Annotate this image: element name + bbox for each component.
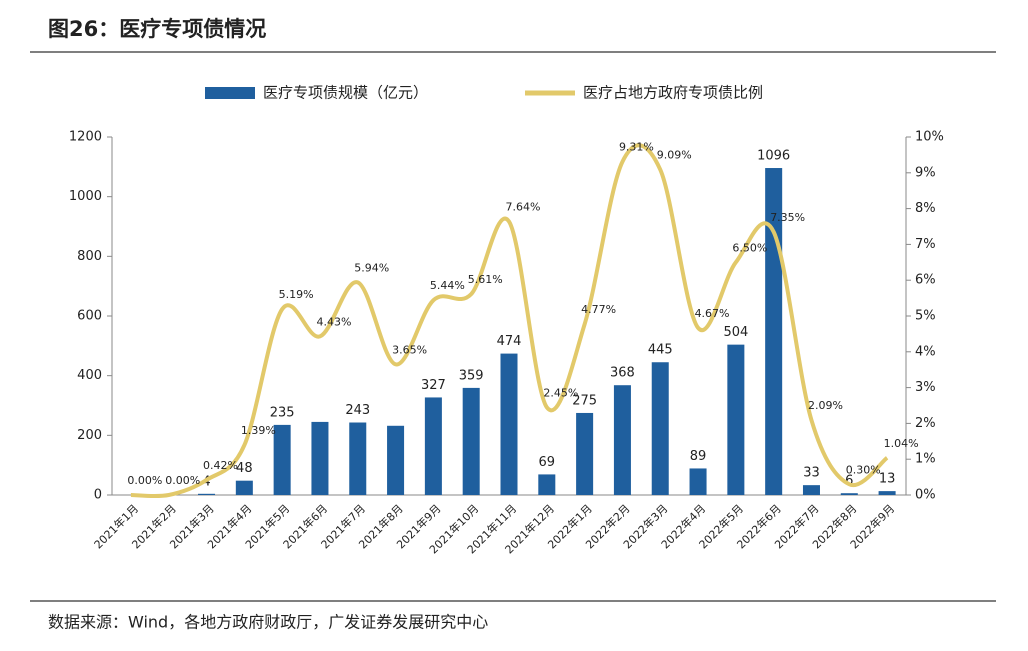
- bar-label: 1096: [757, 149, 790, 164]
- bar: [840, 493, 858, 495]
- bar: [802, 485, 820, 495]
- y2-tick-label: 8%: [915, 201, 936, 216]
- bar-label: 474: [497, 334, 522, 349]
- bar: [349, 422, 367, 495]
- bar-label: 235: [270, 405, 295, 420]
- bar-label: 359: [459, 368, 484, 383]
- bar: [198, 493, 216, 495]
- line-label: 1.39%: [241, 424, 276, 437]
- line-label: 5.94%: [354, 261, 389, 274]
- line-label: 7.35%: [770, 211, 805, 224]
- bar-label: 33: [803, 466, 820, 481]
- line-label: 3.65%: [392, 343, 427, 356]
- line-label: 5.19%: [279, 288, 314, 301]
- bar: [387, 425, 405, 495]
- y2-tick-label: 5%: [915, 309, 936, 324]
- line-label: 1.04%: [884, 437, 919, 450]
- bar-label: 243: [345, 403, 370, 418]
- bar-label: 69: [539, 455, 556, 470]
- y-tick-label: 1200: [69, 130, 102, 145]
- bar-label: 327: [421, 378, 446, 393]
- bar: [235, 480, 253, 495]
- y-tick-label: 400: [77, 368, 102, 383]
- line-label: 5.61%: [468, 273, 503, 286]
- y2-tick-label: 3%: [915, 380, 936, 395]
- bar: [273, 424, 291, 495]
- y2-tick-label: 10%: [915, 130, 944, 145]
- line-label: 0.00%: [165, 474, 200, 487]
- source: 数据来源：Wind，各地方政府财政厅，广发证券发展研究中心: [48, 613, 488, 632]
- line-label: 4.67%: [695, 307, 730, 320]
- bar-label: 504: [723, 325, 748, 340]
- legend-swatch: [205, 87, 255, 99]
- line-label: 7.64%: [506, 200, 541, 213]
- y2-tick-label: 0%: [915, 488, 936, 503]
- bar: [311, 421, 329, 495]
- y2-tick-label: 7%: [915, 237, 936, 252]
- y2-tick-label: 2%: [915, 416, 936, 431]
- y2-tick-label: 4%: [915, 344, 936, 359]
- bar: [878, 491, 896, 495]
- bar: [500, 353, 518, 495]
- line-label: 0.00%: [127, 474, 162, 487]
- bar: [538, 474, 556, 495]
- line-label: 0.30%: [846, 463, 881, 476]
- line-label: 6.50%: [732, 241, 767, 254]
- bar: [424, 397, 442, 495]
- bar-label: 6: [845, 474, 853, 489]
- line-label: 0.42%: [203, 459, 238, 472]
- line: [130, 143, 889, 499]
- bar-label: 368: [610, 366, 635, 381]
- line-label: 5.44%: [430, 279, 465, 292]
- y2-tick-label: 9%: [915, 165, 936, 180]
- y-tick-label: 200: [77, 428, 102, 443]
- y-tick-label: 600: [77, 309, 102, 324]
- y-tick-label: 1000: [69, 189, 102, 204]
- bar: [651, 362, 669, 495]
- line-label: 9.09%: [657, 149, 692, 162]
- line-label: 4.43%: [316, 315, 351, 328]
- y2-tick-label: 6%: [915, 273, 936, 288]
- bar-label: 13: [879, 472, 896, 487]
- chart-title: 图26：医疗专项债情况: [48, 17, 266, 41]
- bar: [613, 385, 631, 495]
- bar: [462, 387, 480, 495]
- line-label: 4.77%: [581, 303, 616, 316]
- line-label: 2.09%: [808, 399, 843, 412]
- y-tick-label: 800: [77, 249, 102, 264]
- line-label: 2.45%: [543, 386, 578, 399]
- bar-label: 89: [690, 449, 707, 464]
- legend-label: 医疗专项债规模（亿元）: [263, 84, 428, 102]
- bar-label: 48: [236, 461, 253, 476]
- bar: [576, 412, 594, 495]
- bar: [689, 468, 707, 495]
- bar-label: 445: [648, 343, 673, 358]
- bar: [727, 344, 745, 495]
- line-label: 9.31%: [619, 141, 654, 154]
- legend-label: 医疗占地方政府专项债比例: [583, 84, 763, 102]
- y2-tick-label: 1%: [915, 452, 936, 467]
- bar-label: 275: [572, 393, 597, 408]
- y-tick-label: 0: [94, 488, 102, 503]
